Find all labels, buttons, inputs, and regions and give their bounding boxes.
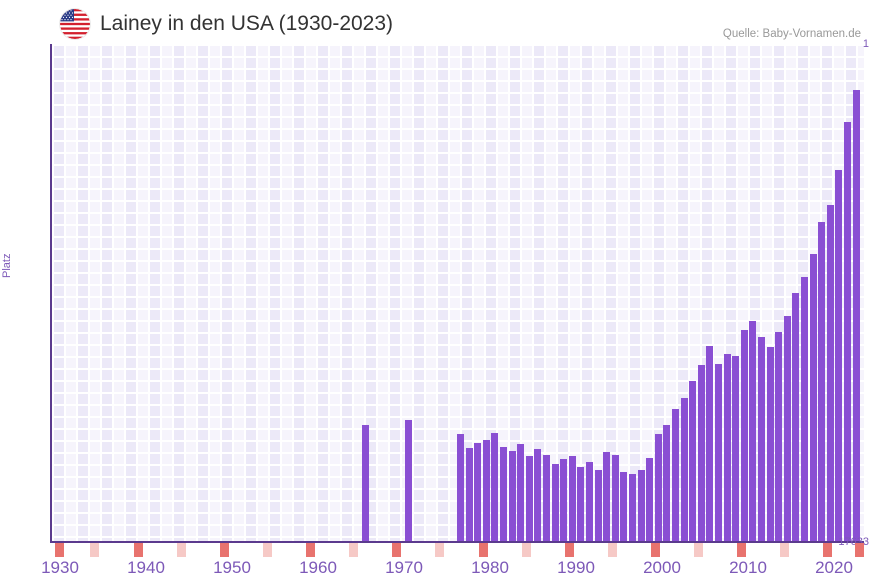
bar-1991[interactable] [577,467,584,542]
bar-1988[interactable] [552,464,559,542]
source-label: Quelle: Baby-Vornamen.de [722,28,861,40]
plot-background [52,44,864,542]
x-tick-label-1990: 1990 [557,558,595,577]
bar-2014[interactable] [775,332,782,542]
x-tick-label-1950: 1950 [213,558,251,577]
x-tick-label-2020: 2020 [815,558,853,577]
bar-2009[interactable] [732,356,739,542]
bar-2007[interactable] [715,364,722,542]
bar-2010[interactable] [741,330,748,542]
x-tick-label-1940: 1940 [127,558,165,577]
x-tick-label-1960: 1960 [299,558,337,577]
bar-1986[interactable] [534,449,541,542]
x-axis-marker-19 [855,543,864,557]
bar-1990[interactable] [569,456,576,542]
x-axis-marker-18 [823,543,832,557]
bar-1979[interactable] [474,443,481,542]
bar-1971[interactable] [405,420,412,542]
y-tick-label-top: 1 [862,38,869,50]
chart-header: Lainey in den USA (1930-2023) Quelle: Ba… [0,0,873,44]
bar-2018[interactable] [810,254,817,542]
bar-1966[interactable] [362,425,369,542]
chart-plot-area [52,44,864,542]
x-axis-marker-12 [565,543,574,557]
bar-2020[interactable] [827,205,834,542]
bar-1983[interactable] [509,451,516,542]
bar-1982[interactable] [500,447,507,542]
bar-1999[interactable] [646,458,653,542]
bar-2000[interactable] [655,434,662,542]
x-axis-marker-3 [177,543,186,557]
x-axis-marker-16 [737,543,746,557]
x-axis-marker-4 [220,543,229,557]
bar-2021[interactable] [835,170,842,542]
x-tick-label-2010: 2010 [729,558,767,577]
bar-2015[interactable] [784,316,791,542]
bar-2017[interactable] [801,277,808,542]
bar-2001[interactable] [663,425,670,542]
x-axis-tick-labels: 1930 1940 1950 1960 1970 1980 1990 2000 2010 2020 [41,558,864,584]
bar-1997[interactable] [629,474,636,542]
x-tick-label-1970: 1970 [385,558,423,577]
bar-2005[interactable] [698,365,705,542]
x-tick-label-1930: 1930 [41,558,79,577]
bar-2023[interactable] [853,90,860,542]
y-axis-line [50,44,52,543]
x-axis-marker-10 [479,543,488,557]
us-flag-icon [60,9,90,39]
bar-2002[interactable] [672,409,679,542]
x-axis-marker-2 [134,543,143,557]
bar-1995[interactable] [612,455,619,542]
bar-2008[interactable] [724,354,731,542]
bar-1989[interactable] [560,459,567,542]
x-axis-marker-6 [306,543,315,557]
bar-1993[interactable] [595,470,602,542]
x-axis-marker-13 [608,543,617,557]
bar-2013[interactable] [767,347,774,542]
bar-2022[interactable] [844,122,851,542]
bar-2011[interactable] [749,321,756,542]
x-tick-label-1980: 1980 [471,558,509,577]
x-axis-marker-5 [263,543,272,557]
bar-1985[interactable] [526,456,533,542]
bar-2019[interactable] [818,222,825,542]
bar-1981[interactable] [491,433,498,542]
bar-1996[interactable] [620,472,627,542]
x-axis-marker-9 [435,543,444,557]
x-axis-marker-11 [522,543,531,557]
y-axis-title: Platz [1,253,13,278]
x-axis-marker-strip [52,543,864,557]
bar-2016[interactable] [792,293,799,542]
x-axis-marker-1 [90,543,99,557]
x-axis-marker-8 [392,543,401,557]
x-axis-marker-15 [694,543,703,557]
x-axis-marker-7 [349,543,358,557]
bar-1992[interactable] [586,462,593,542]
page-title: Lainey in den USA (1930-2023) [100,12,394,35]
bar-1980[interactable] [483,440,490,542]
x-axis-marker-14 [651,543,660,557]
bar-1984[interactable] [517,444,524,542]
bar-2006[interactable] [706,346,713,542]
bar-1994[interactable] [603,452,610,542]
x-axis-marker-0 [55,543,64,557]
bar-series [52,44,864,542]
bar-1977[interactable] [457,434,464,542]
bar-1987[interactable] [543,455,550,542]
x-axis-line [50,541,864,543]
bar-2012[interactable] [758,337,765,542]
bar-2003[interactable] [681,398,688,542]
x-axis-marker-17 [780,543,789,557]
x-tick-label-2000: 2000 [643,558,681,577]
bar-2004[interactable] [689,381,696,542]
bar-1998[interactable] [638,470,645,542]
bar-1978[interactable] [466,448,473,542]
